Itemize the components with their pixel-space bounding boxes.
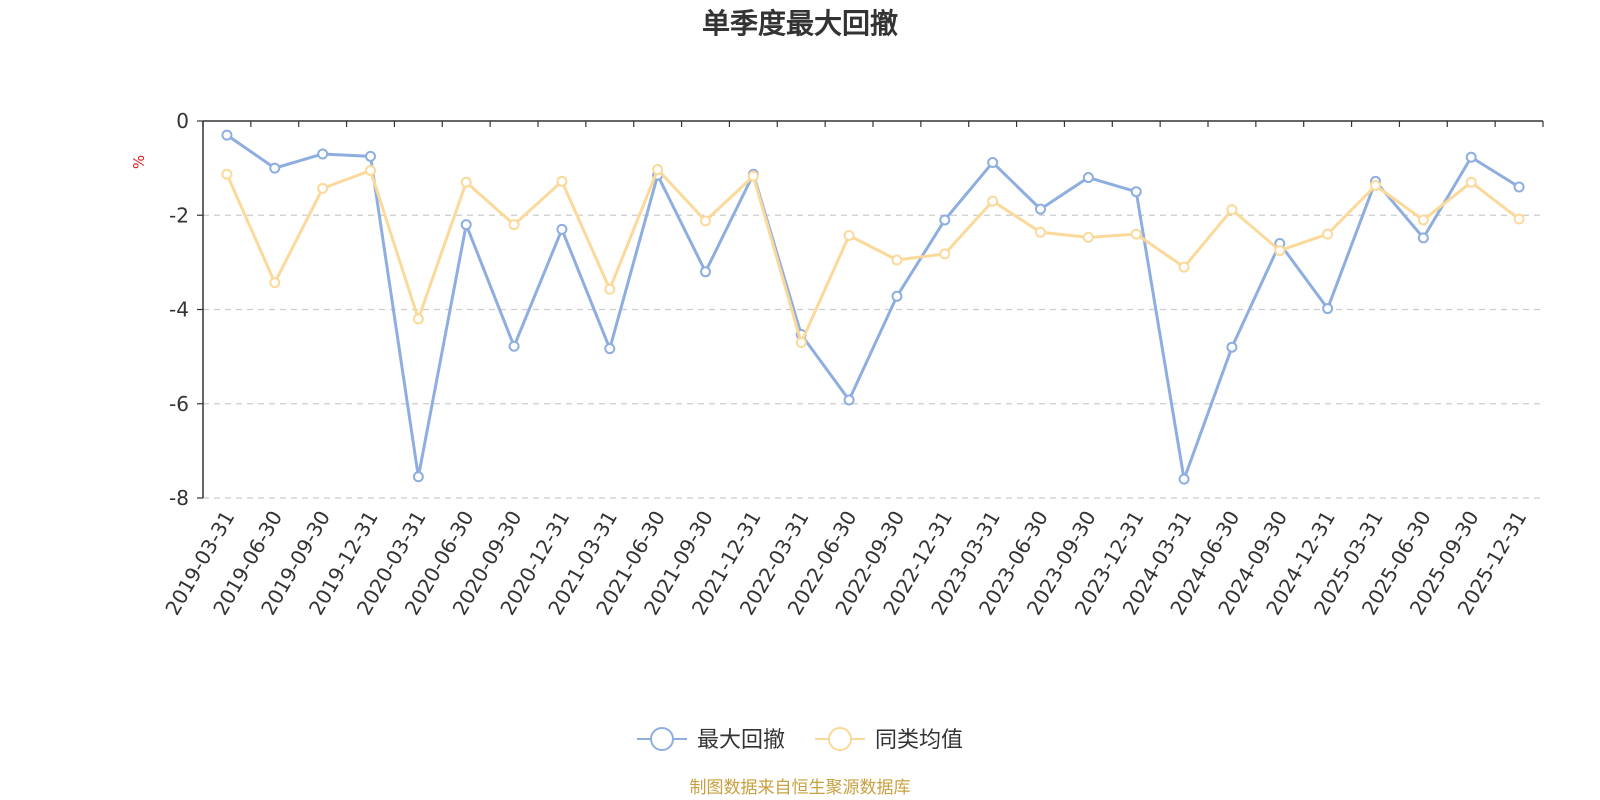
data-point[interactable] bbox=[1082, 231, 1094, 243]
data-point[interactable] bbox=[1226, 341, 1238, 353]
data-point[interactable] bbox=[269, 277, 281, 289]
legend-label: 最大回撤 bbox=[697, 728, 785, 753]
data-point[interactable] bbox=[987, 156, 999, 168]
data-point[interactable] bbox=[700, 215, 711, 227]
data-point[interactable] bbox=[460, 219, 472, 231]
chart-title: 单季度最大回撤 bbox=[702, 7, 898, 40]
data-point[interactable] bbox=[1513, 213, 1525, 225]
legend: 最大回撤 同类均值 bbox=[637, 727, 963, 753]
legend-marker bbox=[828, 727, 852, 751]
data-point[interactable] bbox=[1130, 228, 1142, 240]
data-point[interactable] bbox=[1178, 473, 1190, 485]
data-point[interactable] bbox=[269, 162, 281, 174]
data-point[interactable] bbox=[412, 313, 424, 325]
data-point[interactable] bbox=[556, 223, 568, 235]
data-point[interactable] bbox=[604, 283, 616, 295]
legend-item-0[interactable]: 最大回撤 bbox=[637, 727, 785, 753]
y-tick-label: -4 bbox=[169, 298, 189, 322]
data-point[interactable] bbox=[1513, 181, 1525, 193]
data-point[interactable] bbox=[795, 336, 807, 348]
y-tick-label: -2 bbox=[169, 203, 189, 227]
data-point[interactable] bbox=[1322, 303, 1334, 315]
data-point[interactable] bbox=[460, 176, 472, 188]
data-point[interactable] bbox=[652, 164, 664, 176]
axis-layer: 0-2-4-6-82019-03-312019-06-302019-09-302… bbox=[160, 109, 1544, 619]
data-point[interactable] bbox=[221, 129, 233, 141]
data-point[interactable] bbox=[1130, 186, 1142, 198]
data-point[interactable] bbox=[1035, 203, 1046, 215]
grid-layer bbox=[203, 214, 1543, 499]
data-point[interactable] bbox=[1465, 176, 1477, 188]
data-point[interactable] bbox=[939, 214, 951, 226]
data-point[interactable] bbox=[1322, 228, 1334, 240]
data-point[interactable] bbox=[1274, 245, 1286, 257]
legend-item-1[interactable]: 同类均值 bbox=[815, 727, 963, 753]
legend-label: 同类均值 bbox=[875, 728, 963, 753]
data-point[interactable] bbox=[843, 230, 855, 242]
data-point[interactable] bbox=[221, 168, 233, 180]
y-tick-label: -8 bbox=[169, 486, 189, 510]
source-note: 制图数据来自恒生聚源数据库 bbox=[690, 778, 911, 798]
data-point[interactable] bbox=[1370, 180, 1381, 192]
series-layer bbox=[221, 129, 1525, 485]
data-point[interactable] bbox=[508, 219, 520, 231]
series-1 bbox=[221, 164, 1525, 348]
y-tick-label: 0 bbox=[176, 109, 189, 133]
data-point[interactable] bbox=[412, 471, 424, 483]
data-point[interactable] bbox=[987, 195, 999, 207]
data-point[interactable] bbox=[317, 182, 329, 194]
series-line bbox=[225, 168, 1520, 344]
data-point[interactable] bbox=[891, 254, 903, 266]
data-point[interactable] bbox=[604, 343, 616, 355]
data-point[interactable] bbox=[1465, 151, 1477, 163]
data-point[interactable] bbox=[1417, 214, 1429, 226]
data-point[interactable] bbox=[365, 150, 376, 162]
data-point[interactable] bbox=[747, 170, 759, 182]
data-point[interactable] bbox=[891, 290, 903, 302]
data-point[interactable] bbox=[508, 340, 520, 352]
y-tick-label: -6 bbox=[169, 392, 189, 416]
data-point[interactable] bbox=[556, 175, 568, 187]
data-point[interactable] bbox=[1082, 172, 1094, 184]
data-point[interactable] bbox=[1417, 232, 1429, 244]
legend-marker bbox=[650, 727, 674, 751]
data-point[interactable] bbox=[843, 394, 855, 406]
data-point[interactable] bbox=[700, 266, 711, 278]
data-point[interactable] bbox=[1226, 204, 1238, 216]
data-point[interactable] bbox=[317, 148, 329, 160]
data-point[interactable] bbox=[1178, 261, 1190, 273]
series-line bbox=[226, 133, 1520, 481]
data-point[interactable] bbox=[365, 164, 376, 176]
data-point[interactable] bbox=[1035, 226, 1046, 238]
y-axis-unit: % bbox=[130, 155, 148, 169]
series-0 bbox=[221, 129, 1525, 485]
data-point[interactable] bbox=[939, 248, 951, 260]
